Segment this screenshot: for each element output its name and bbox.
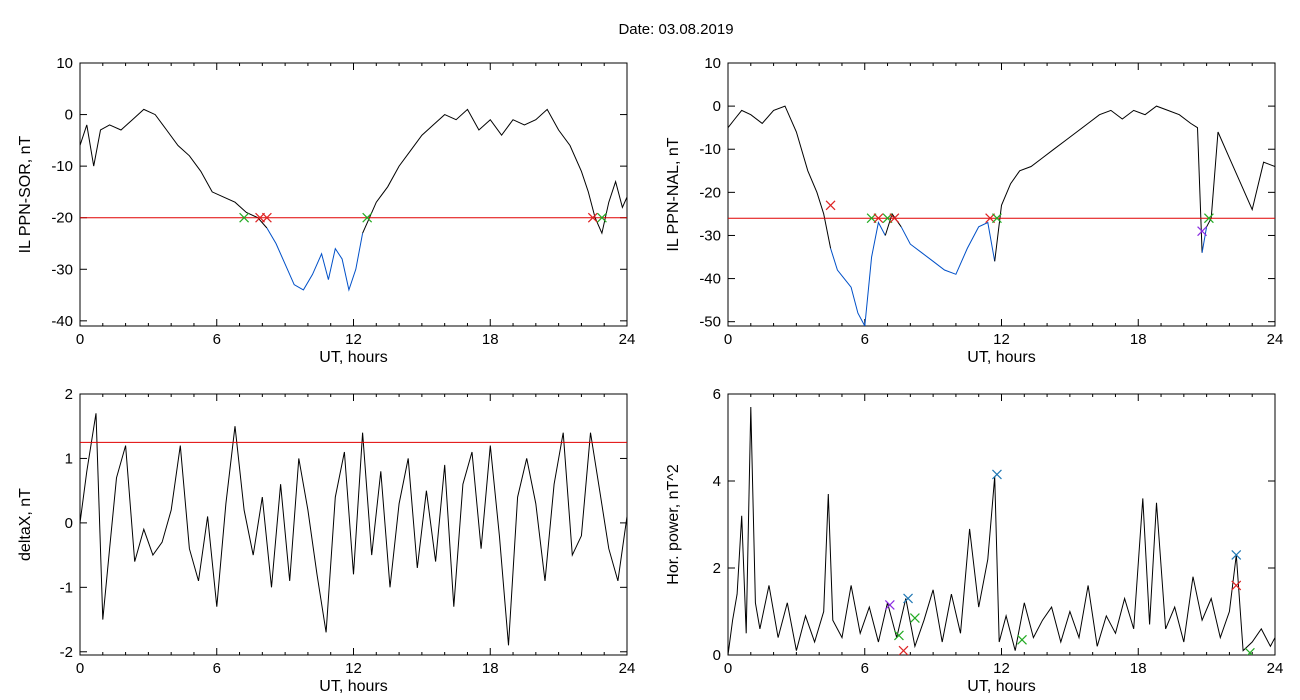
x-tick-label: 24	[619, 660, 636, 677]
series-line	[728, 105, 832, 249]
cross-marker	[1017, 634, 1027, 645]
plot-frame	[727, 393, 1276, 656]
y-tick-label: -10	[51, 158, 73, 175]
y-tick-label: -10	[699, 141, 721, 158]
series-line	[994, 105, 1203, 262]
cross-marker	[898, 645, 909, 655]
y-tick-label: -30	[699, 227, 721, 244]
y-tick-label: -1	[60, 579, 73, 596]
cross-marker	[1231, 580, 1242, 591]
x-tick-label: 24	[1267, 660, 1284, 677]
y-axis-title: IL PPN-SOR, nT	[17, 135, 34, 253]
y-tick-label: -2	[60, 644, 73, 661]
cross-marker	[889, 213, 900, 224]
x-tick-label: 24	[1267, 331, 1284, 348]
x-tick-label: 12	[993, 660, 1010, 677]
plot-area	[728, 105, 1275, 326]
x-tick-label: 6	[213, 331, 221, 348]
cross-marker	[992, 469, 1002, 480]
x-axis-title: UT, hours	[319, 678, 387, 695]
series-line-below-threshold	[1201, 226, 1208, 253]
cross-marker	[239, 212, 250, 223]
y-axis-title: IL PPN-NAL, nT	[665, 137, 682, 251]
x-tick-label: 0	[76, 331, 84, 348]
cross-marker	[873, 213, 884, 224]
cross-marker	[909, 613, 920, 623]
cross-marker	[1197, 226, 1207, 237]
x-tick-label: 18	[482, 660, 499, 677]
x-tick-label: 12	[993, 331, 1010, 348]
cross-marker	[597, 212, 607, 223]
plot-frame	[79, 393, 628, 656]
y-tick-label: 2	[65, 386, 73, 403]
plot-area	[728, 406, 1275, 655]
x-tick-label: 18	[1130, 331, 1147, 348]
y-tick-label: -30	[51, 261, 73, 278]
y-tick-label: 4	[713, 473, 721, 490]
x-tick-label: 24	[619, 331, 636, 348]
y-tick-label: 2	[713, 560, 721, 577]
plot-area	[80, 413, 627, 646]
series-line-below-threshold	[900, 221, 996, 275]
x-tick-label: 0	[76, 660, 84, 677]
x-tick-label: 6	[213, 660, 221, 677]
x-tick-label: 0	[724, 660, 732, 677]
cross-marker	[1231, 550, 1242, 560]
series-line	[362, 108, 627, 235]
y-tick-label: 10	[704, 55, 721, 72]
cross-marker	[903, 593, 913, 604]
cross-marker	[992, 213, 1002, 224]
x-axis-title: UT, hours	[967, 678, 1035, 695]
y-tick-label: -40	[699, 271, 721, 288]
series-line	[80, 108, 268, 229]
y-tick-label: 0	[713, 98, 721, 115]
cross-marker	[825, 200, 836, 211]
x-axis-title: UT, hours	[967, 349, 1035, 366]
cross-marker	[362, 212, 373, 223]
y-tick-label: 10	[56, 55, 73, 72]
panel-deltax: 0 6 12 18 24 2 1 0 -1 -2 UT, hours deltaX, nT	[17, 386, 635, 695]
series-line	[1206, 131, 1275, 228]
cross-marker	[884, 600, 895, 610]
y-tick-label: -40	[51, 313, 73, 330]
date-title: Date: 03.08.2019	[618, 21, 733, 38]
y-tick-label: 6	[713, 386, 721, 403]
panel-hor-power: 0 6 12 18 24 6 4 2 0 UT, hours Hor. power, nT^2	[665, 386, 1283, 695]
y-tick-label: 0	[65, 107, 73, 124]
y-tick-label: 1	[65, 450, 73, 467]
series-line	[80, 413, 627, 646]
x-axis-title: UT, hours	[319, 349, 387, 366]
x-tick-label: 6	[861, 331, 869, 348]
plot-frame	[79, 62, 628, 327]
x-tick-label: 12	[345, 331, 362, 348]
x-tick-label: 18	[482, 331, 499, 348]
series-line	[728, 406, 1275, 655]
x-tick-label: 0	[724, 331, 732, 348]
series-line-below-threshold	[266, 227, 364, 292]
panel-ppn-sor: 0 6 12 18 24 10 0 -10 -20 -30 -40 UT, hours IL PPN-S…	[17, 55, 635, 366]
series-line-below-threshold	[830, 221, 886, 326]
y-tick-label: -20	[51, 210, 73, 227]
cross-marker	[261, 212, 272, 223]
cross-marker	[1203, 213, 1214, 224]
y-axis-title: Hor. power, nT^2	[665, 464, 682, 585]
cross-marker	[587, 212, 598, 223]
y-tick-label: 0	[65, 515, 73, 532]
plot-area	[80, 108, 627, 292]
y-axis-title: deltaX, nT	[17, 488, 34, 561]
y-tick-label: -50	[699, 314, 721, 331]
x-tick-label: 12	[345, 660, 362, 677]
x-tick-label: 18	[1130, 660, 1147, 677]
x-tick-label: 6	[861, 660, 869, 677]
panel-ppn-nal: 0 6 12 18 24 10 0 -10 -20 -30 -40 -50 UT, hours IL PP…	[665, 55, 1283, 366]
cross-marker	[1245, 647, 1255, 655]
cross-marker	[894, 630, 904, 641]
y-tick-label: 0	[713, 647, 721, 664]
plot-frame	[727, 62, 1276, 327]
y-tick-label: -20	[699, 184, 721, 201]
